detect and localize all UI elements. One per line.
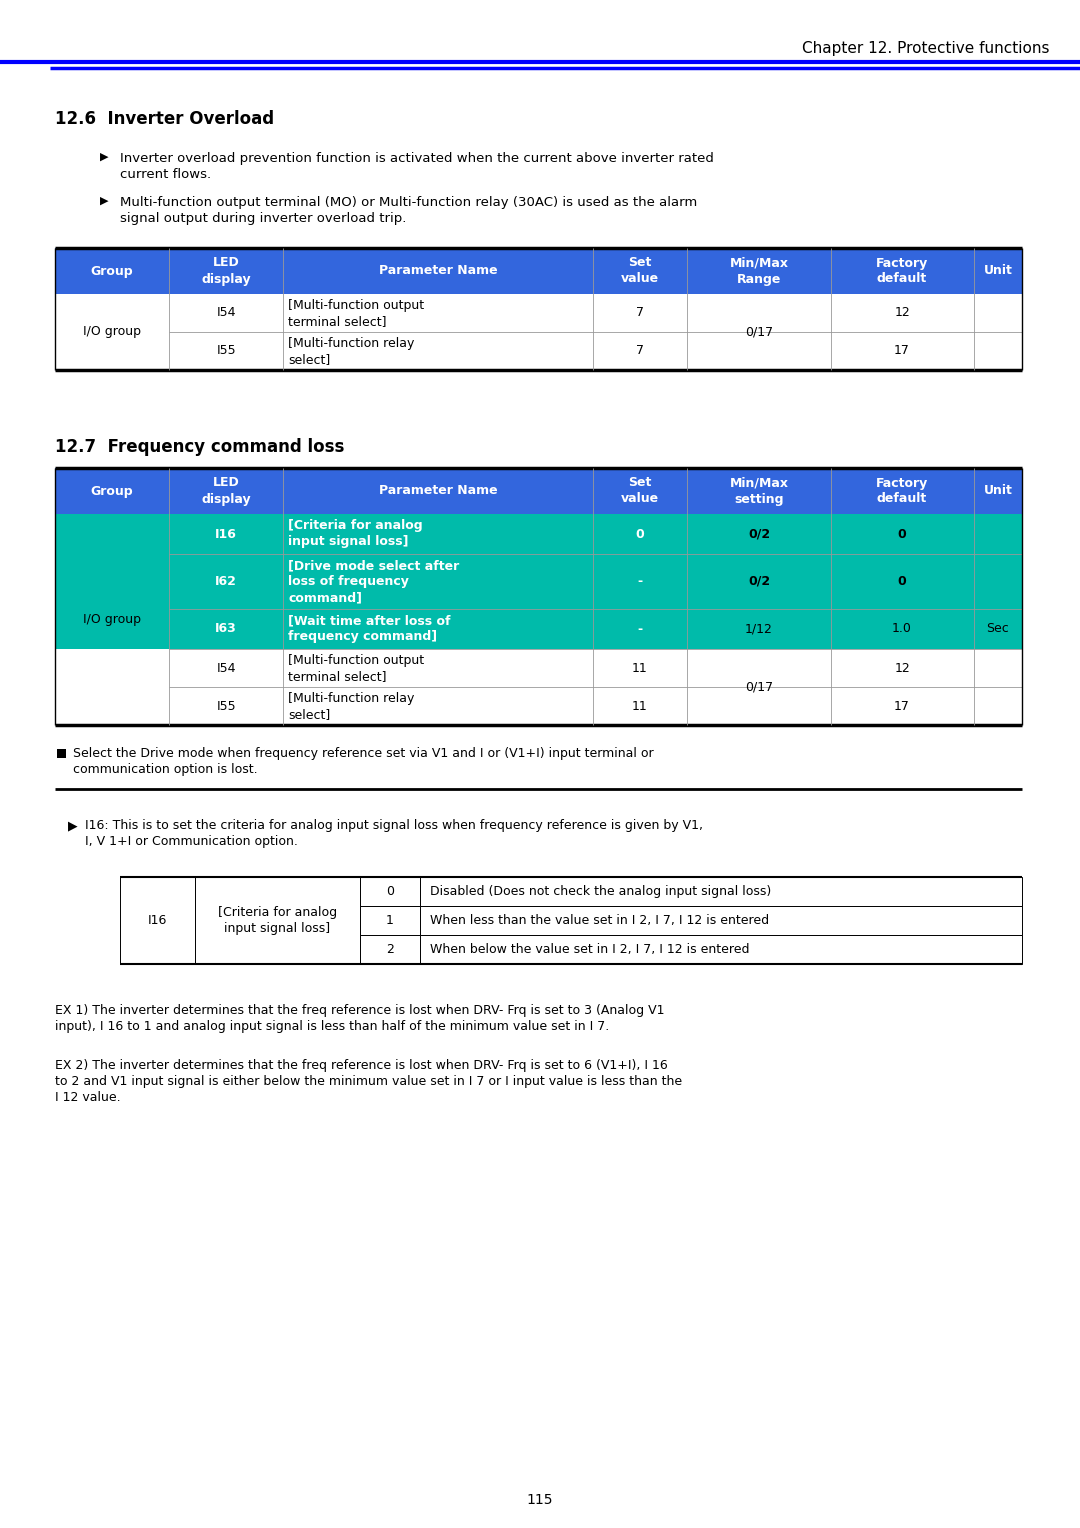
Bar xyxy=(195,877,360,964)
Text: 7: 7 xyxy=(636,307,644,319)
Bar xyxy=(360,906,420,935)
Text: [Criteria for analog
input signal loss]: [Criteria for analog input signal loss] xyxy=(218,906,337,935)
Text: I55: I55 xyxy=(216,700,235,712)
Text: [Multi-function output
terminal select]: [Multi-function output terminal select] xyxy=(288,299,424,329)
Text: [Multi-function relay
select]: [Multi-function relay select] xyxy=(288,338,415,367)
Text: 0/2: 0/2 xyxy=(748,575,770,588)
Text: 12.7  Frequency command loss: 12.7 Frequency command loss xyxy=(55,439,345,455)
Bar xyxy=(420,906,1022,935)
Text: Set
value: Set value xyxy=(621,257,659,286)
Bar xyxy=(55,293,1022,332)
Text: I54: I54 xyxy=(216,307,235,319)
Text: [Multi-function output
terminal select]: [Multi-function output terminal select] xyxy=(288,654,424,683)
Text: Chapter 12. Protective functions: Chapter 12. Protective functions xyxy=(802,41,1050,55)
Text: I54: I54 xyxy=(216,662,235,674)
Text: ▶: ▶ xyxy=(100,196,108,206)
Text: 1: 1 xyxy=(386,914,394,927)
Text: 0/17: 0/17 xyxy=(745,680,773,694)
Text: I16: I16 xyxy=(215,527,238,541)
Text: Select the Drive mode when frequency reference set via V1 and I or (V1+I) input : Select the Drive mode when frequency ref… xyxy=(73,747,653,776)
Bar xyxy=(55,332,1022,370)
Text: [Drive mode select after
loss of frequency
command]: [Drive mode select after loss of frequen… xyxy=(288,559,459,604)
Bar xyxy=(420,935,1022,964)
Text: 0: 0 xyxy=(897,527,906,541)
Text: Min/Max
setting: Min/Max setting xyxy=(729,477,788,506)
Text: EX 1) The inverter determines that the freq reference is lost when DRV- Frq is s: EX 1) The inverter determines that the f… xyxy=(55,1004,664,1033)
Bar xyxy=(55,248,1022,293)
Text: 12: 12 xyxy=(894,307,910,319)
Bar xyxy=(55,688,1022,724)
Text: I63: I63 xyxy=(215,622,237,636)
Text: I/O group: I/O group xyxy=(83,325,141,339)
Text: Inverter overload prevention function is activated when the current above invert: Inverter overload prevention function is… xyxy=(120,151,714,180)
Text: 7: 7 xyxy=(636,344,644,358)
Bar xyxy=(120,877,195,964)
Text: 1/12: 1/12 xyxy=(745,622,773,636)
Text: When below the value set in I 2, I 7, I 12 is entered: When below the value set in I 2, I 7, I … xyxy=(430,943,750,957)
Text: Sec: Sec xyxy=(986,622,1009,636)
Text: 0/2: 0/2 xyxy=(748,527,770,541)
Text: Group: Group xyxy=(91,264,133,278)
Text: Parameter Name: Parameter Name xyxy=(379,264,497,278)
Text: Disabled (Does not check the analog input signal loss): Disabled (Does not check the analog inpu… xyxy=(430,885,771,898)
Bar xyxy=(420,877,1022,906)
Text: LED
display: LED display xyxy=(201,477,251,506)
Text: 0: 0 xyxy=(386,885,394,898)
Text: When less than the value set in I 2, I 7, I 12 is entered: When less than the value set in I 2, I 7… xyxy=(430,914,769,927)
Text: 11: 11 xyxy=(632,662,648,674)
Text: [Multi-function relay
select]: [Multi-function relay select] xyxy=(288,692,415,721)
Text: 0: 0 xyxy=(897,575,906,588)
Bar xyxy=(360,877,420,906)
Text: Unit: Unit xyxy=(984,484,1012,498)
Text: Factory
default: Factory default xyxy=(876,257,928,286)
Text: -: - xyxy=(637,622,643,636)
Bar xyxy=(55,468,1022,513)
Text: 17: 17 xyxy=(894,344,910,358)
Bar xyxy=(57,749,66,758)
Text: 11: 11 xyxy=(632,700,648,712)
Text: Group: Group xyxy=(91,484,133,498)
Text: [Criteria for analog
input signal loss]: [Criteria for analog input signal loss] xyxy=(288,520,423,549)
Bar xyxy=(55,610,1022,649)
Text: 17: 17 xyxy=(894,700,910,712)
Text: [Wait time after loss of
frequency command]: [Wait time after loss of frequency comma… xyxy=(288,614,450,643)
Bar xyxy=(360,935,420,964)
Text: 2: 2 xyxy=(386,943,394,957)
Text: EX 2) The inverter determines that the freq reference is lost when DRV- Frq is s: EX 2) The inverter determines that the f… xyxy=(55,1059,683,1105)
Text: LED
display: LED display xyxy=(201,257,251,286)
Bar xyxy=(55,649,1022,688)
Text: 0: 0 xyxy=(636,527,645,541)
Text: 12: 12 xyxy=(894,662,910,674)
Text: 115: 115 xyxy=(527,1493,553,1507)
Text: 0/17: 0/17 xyxy=(745,325,773,339)
Text: I62: I62 xyxy=(215,575,238,588)
Text: -: - xyxy=(637,575,643,588)
Text: I16: This is to set the criteria for analog input signal loss when frequency ref: I16: This is to set the criteria for ana… xyxy=(85,819,703,848)
Text: 1.0: 1.0 xyxy=(892,622,912,636)
Bar xyxy=(55,513,1022,555)
Text: Set
value: Set value xyxy=(621,477,659,506)
Text: Parameter Name: Parameter Name xyxy=(379,484,497,498)
Bar xyxy=(55,555,1022,610)
Text: Unit: Unit xyxy=(984,264,1012,278)
Text: I/O group: I/O group xyxy=(83,613,141,626)
Text: ▶: ▶ xyxy=(68,819,78,833)
Text: Min/Max
Range: Min/Max Range xyxy=(729,257,788,286)
Text: Multi-function output terminal (MO) or Multi-function relay (30AC) is used as th: Multi-function output terminal (MO) or M… xyxy=(120,196,698,225)
Text: 12.6  Inverter Overload: 12.6 Inverter Overload xyxy=(55,110,274,128)
Text: ▶: ▶ xyxy=(100,151,108,162)
Text: I16: I16 xyxy=(148,914,167,927)
Text: I55: I55 xyxy=(216,344,235,358)
Text: Factory
default: Factory default xyxy=(876,477,928,506)
